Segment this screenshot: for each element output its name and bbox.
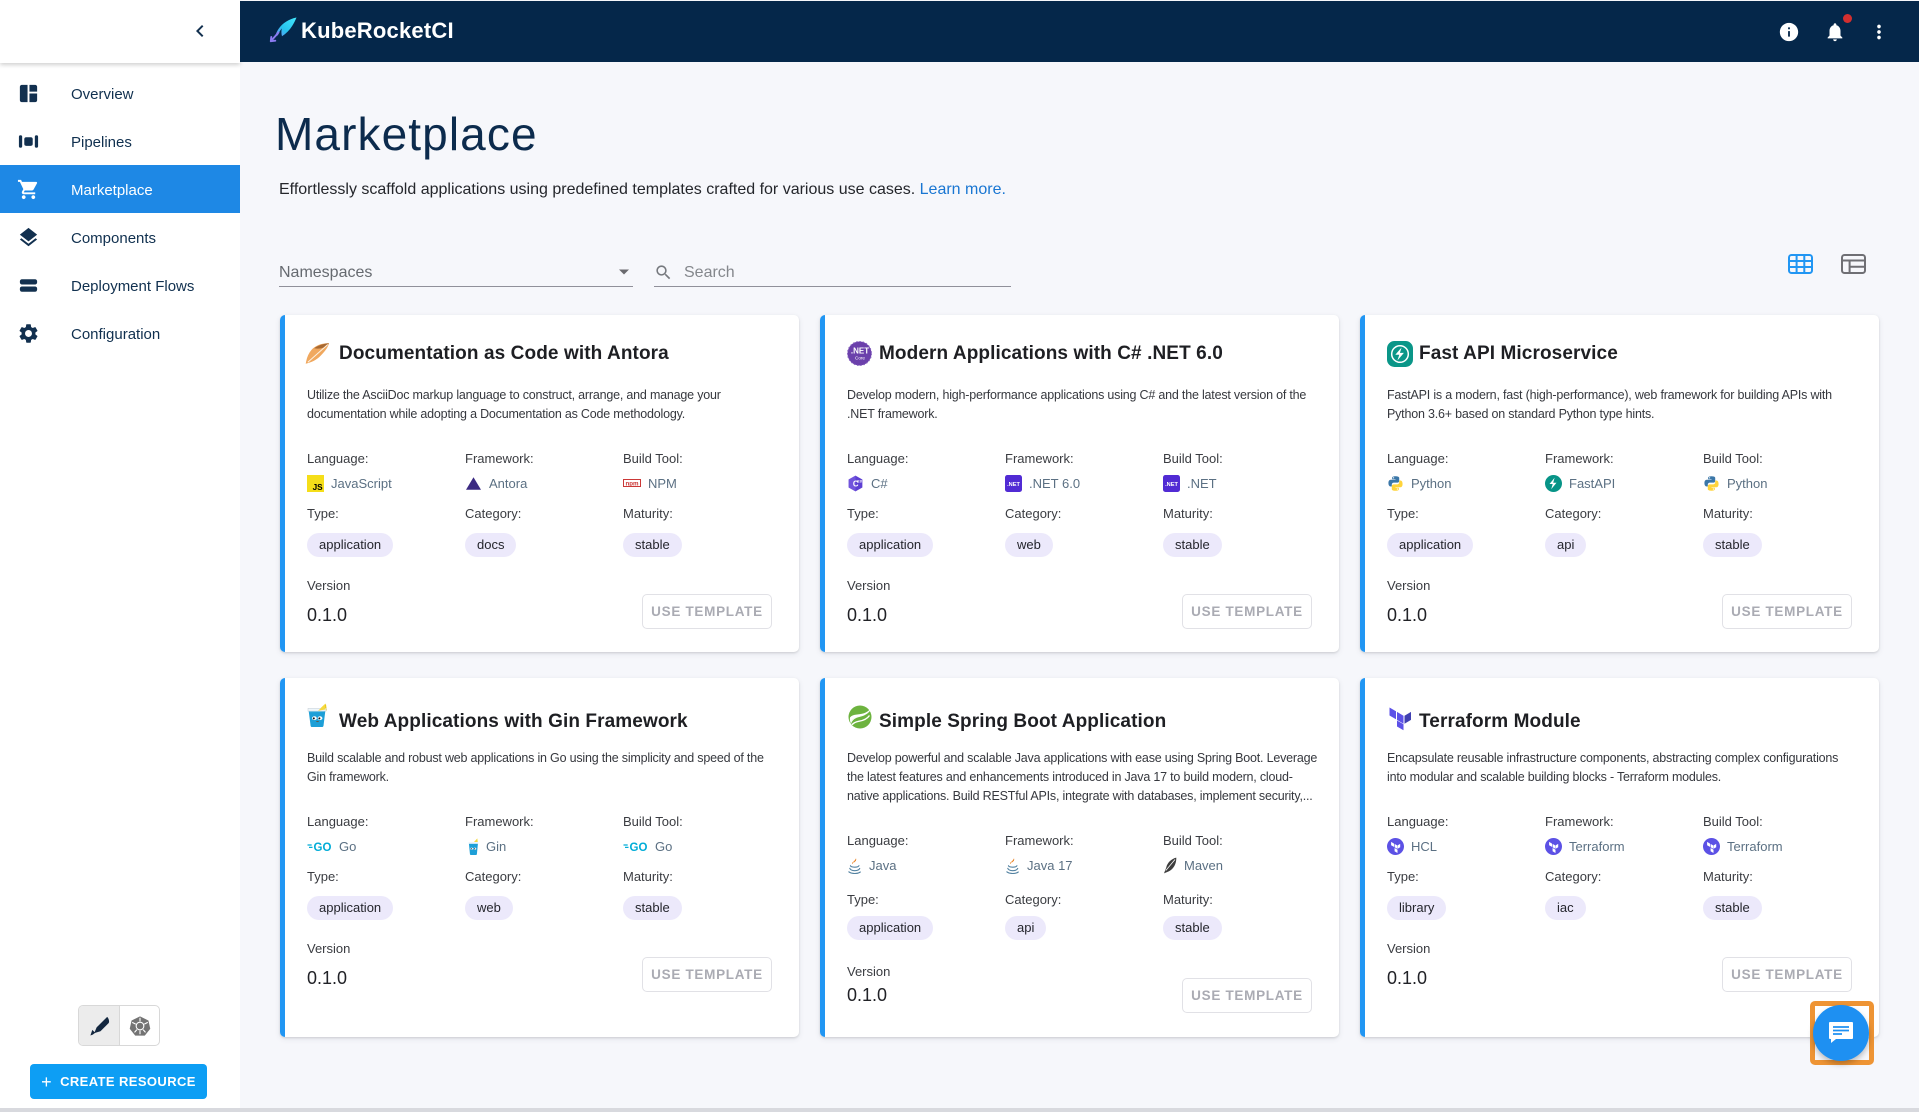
svg-text:C: C [853, 479, 859, 488]
svg-text:.NET: .NET [851, 347, 869, 356]
svg-text:.NET: .NET [1165, 481, 1178, 487]
svg-text:JS: JS [313, 482, 324, 491]
svg-text:npm: npm [625, 481, 639, 487]
svg-text:GO: GO [314, 842, 332, 853]
svg-text:Core: Core [855, 356, 865, 361]
svg-text:GO: GO [630, 842, 648, 853]
svg-text:.NET: .NET [1007, 481, 1020, 487]
svg-text:##: ## [857, 479, 863, 484]
